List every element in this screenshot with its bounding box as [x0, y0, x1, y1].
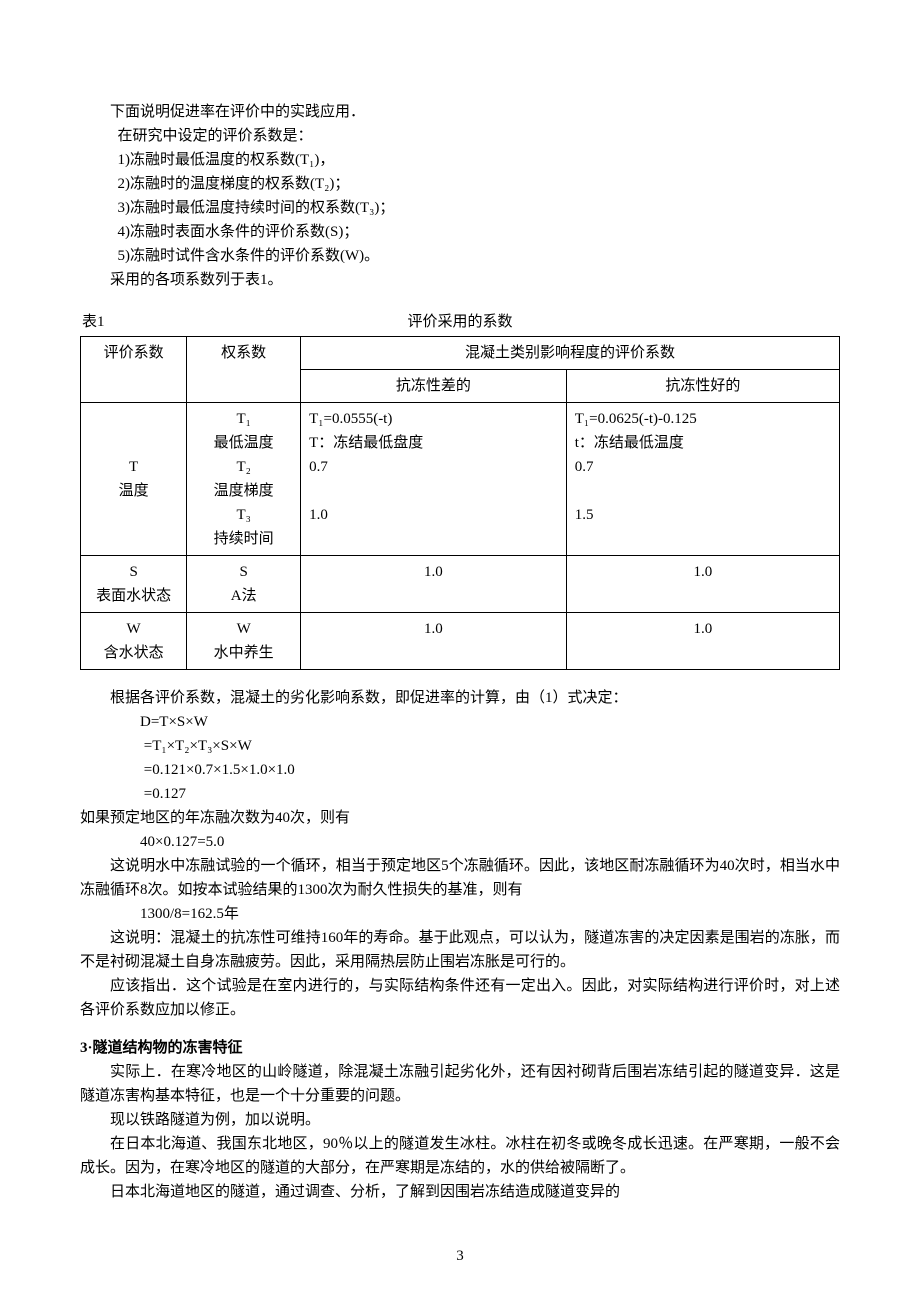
- body-paragraph: 在日本北海道、我国东北地区，90％以上的隧道发生冰柱。冰柱在初冬或晚冬成长迅速。…: [80, 1132, 840, 1180]
- table-cell: T 温度: [81, 403, 187, 556]
- formula: D=T×S×W: [80, 710, 840, 734]
- table-cell: 1.0: [566, 613, 839, 670]
- list-item: 2)冻融时的温度梯度的权系数(T₂)；: [80, 172, 840, 196]
- coefficients-table: 评价系数 权系数 混凝土类别影响程度的评价系数 抗冻性差的 抗冻性好的 T 温度…: [80, 336, 840, 670]
- body-paragraph: 这说明水中冻融试验的一个循环，相当于预定地区5个冻融循环。因此，该地区耐冻融循环…: [80, 854, 840, 902]
- table-cell: S 表面水状态: [81, 556, 187, 613]
- list-item: 3)冻融时最低温度持续时间的权系数(T₃)；: [80, 196, 840, 220]
- page-number: 3: [80, 1244, 840, 1268]
- table-cell: S A法: [187, 556, 301, 613]
- table-header: 混凝土类别影响程度的评价系数: [301, 337, 840, 370]
- document-page: 下面说明促进率在评价中的实践应用． 在研究中设定的评价系数是： 1)冻融时最低温…: [0, 0, 920, 1308]
- table-title: 评价采用的系数: [105, 310, 816, 334]
- intro-line: 下面说明促进率在评价中的实践应用．: [80, 100, 840, 124]
- table-cell: W 水中养生: [187, 613, 301, 670]
- body-paragraph: 日本北海道地区的隧道，通过调查、分析，了解到因围岩冻结造成隧道变异的: [80, 1180, 840, 1204]
- body-paragraph: 应该指出．这个试验是在室内进行的，与实际结构条件还有一定出入。因此，对实际结构进…: [80, 974, 840, 1022]
- intro-line: 在研究中设定的评价系数是：: [80, 124, 840, 148]
- table-cell: 1.0: [566, 556, 839, 613]
- table-header: 抗冻性好的: [566, 370, 839, 403]
- formula: =0.127: [80, 782, 840, 806]
- list-item: 1)冻融时最低温度的权系数(T₁)，: [80, 148, 840, 172]
- formula: 40×0.127=5.0: [80, 830, 840, 854]
- table-row: S 表面水状态 S A法 1.0 1.0: [81, 556, 840, 613]
- table-header: 抗冻性差的: [301, 370, 567, 403]
- table-label: 表1: [82, 310, 105, 334]
- table-cell: 1.0: [301, 556, 567, 613]
- table-caption-row: 表1 评价采用的系数 表1: [80, 310, 840, 334]
- list-item: 5)冻融时试件含水条件的评价系数(W)。: [80, 244, 840, 268]
- body-paragraph: 如果预定地区的年冻融次数为40次，则有: [80, 806, 840, 830]
- table-row: W 含水状态 W 水中养生 1.0 1.0: [81, 613, 840, 670]
- formula: 1300/8=162.5年: [80, 902, 840, 926]
- table-header: 评价系数: [81, 337, 187, 403]
- formula: =T₁×T₂×T₃×S×W: [80, 734, 840, 758]
- table-cell: T₁=0.0555(-t) T：冻结最低盘度 0.7 1.0: [301, 403, 567, 556]
- body-paragraph: 根据各评价系数，混凝土的劣化影响系数，即促进率的计算，由（1）式决定：: [80, 686, 840, 710]
- table-cell: T₁=0.0625(-t)-0.125 t：冻结最低温度 0.7 1.5: [566, 403, 839, 556]
- formula: =0.121×0.7×1.5×1.0×1.0: [80, 758, 840, 782]
- table-cell: W 含水状态: [81, 613, 187, 670]
- table-row: 评价系数 权系数 混凝土类别影响程度的评价系数: [81, 337, 840, 370]
- body-paragraph: 现以铁路隧道为例，加以说明。: [80, 1108, 840, 1132]
- table-header: 权系数: [187, 337, 301, 403]
- table-cell: T₁ 最低温度 T₂ 温度梯度 T₃ 持续时间: [187, 403, 301, 556]
- body-paragraph: 实际上．在寒冷地区的山岭隧道，除混凝土冻融引起劣化外，还有因衬砌背后围岩冻结引起…: [80, 1060, 840, 1108]
- section-heading: 3·隧道结构物的冻害特征: [80, 1036, 840, 1060]
- table-cell: 1.0: [301, 613, 567, 670]
- intro-line: 采用的各项系数列于表1。: [80, 268, 840, 292]
- list-item: 4)冻融时表面水条件的评价系数(S)；: [80, 220, 840, 244]
- body-paragraph: 这说明：混凝土的抗冻性可维持160年的寿命。基于此观点，可以认为，隧道冻害的决定…: [80, 926, 840, 974]
- table-row: T 温度 T₁ 最低温度 T₂ 温度梯度 T₃ 持续时间 T₁=0.0555(-…: [81, 403, 840, 556]
